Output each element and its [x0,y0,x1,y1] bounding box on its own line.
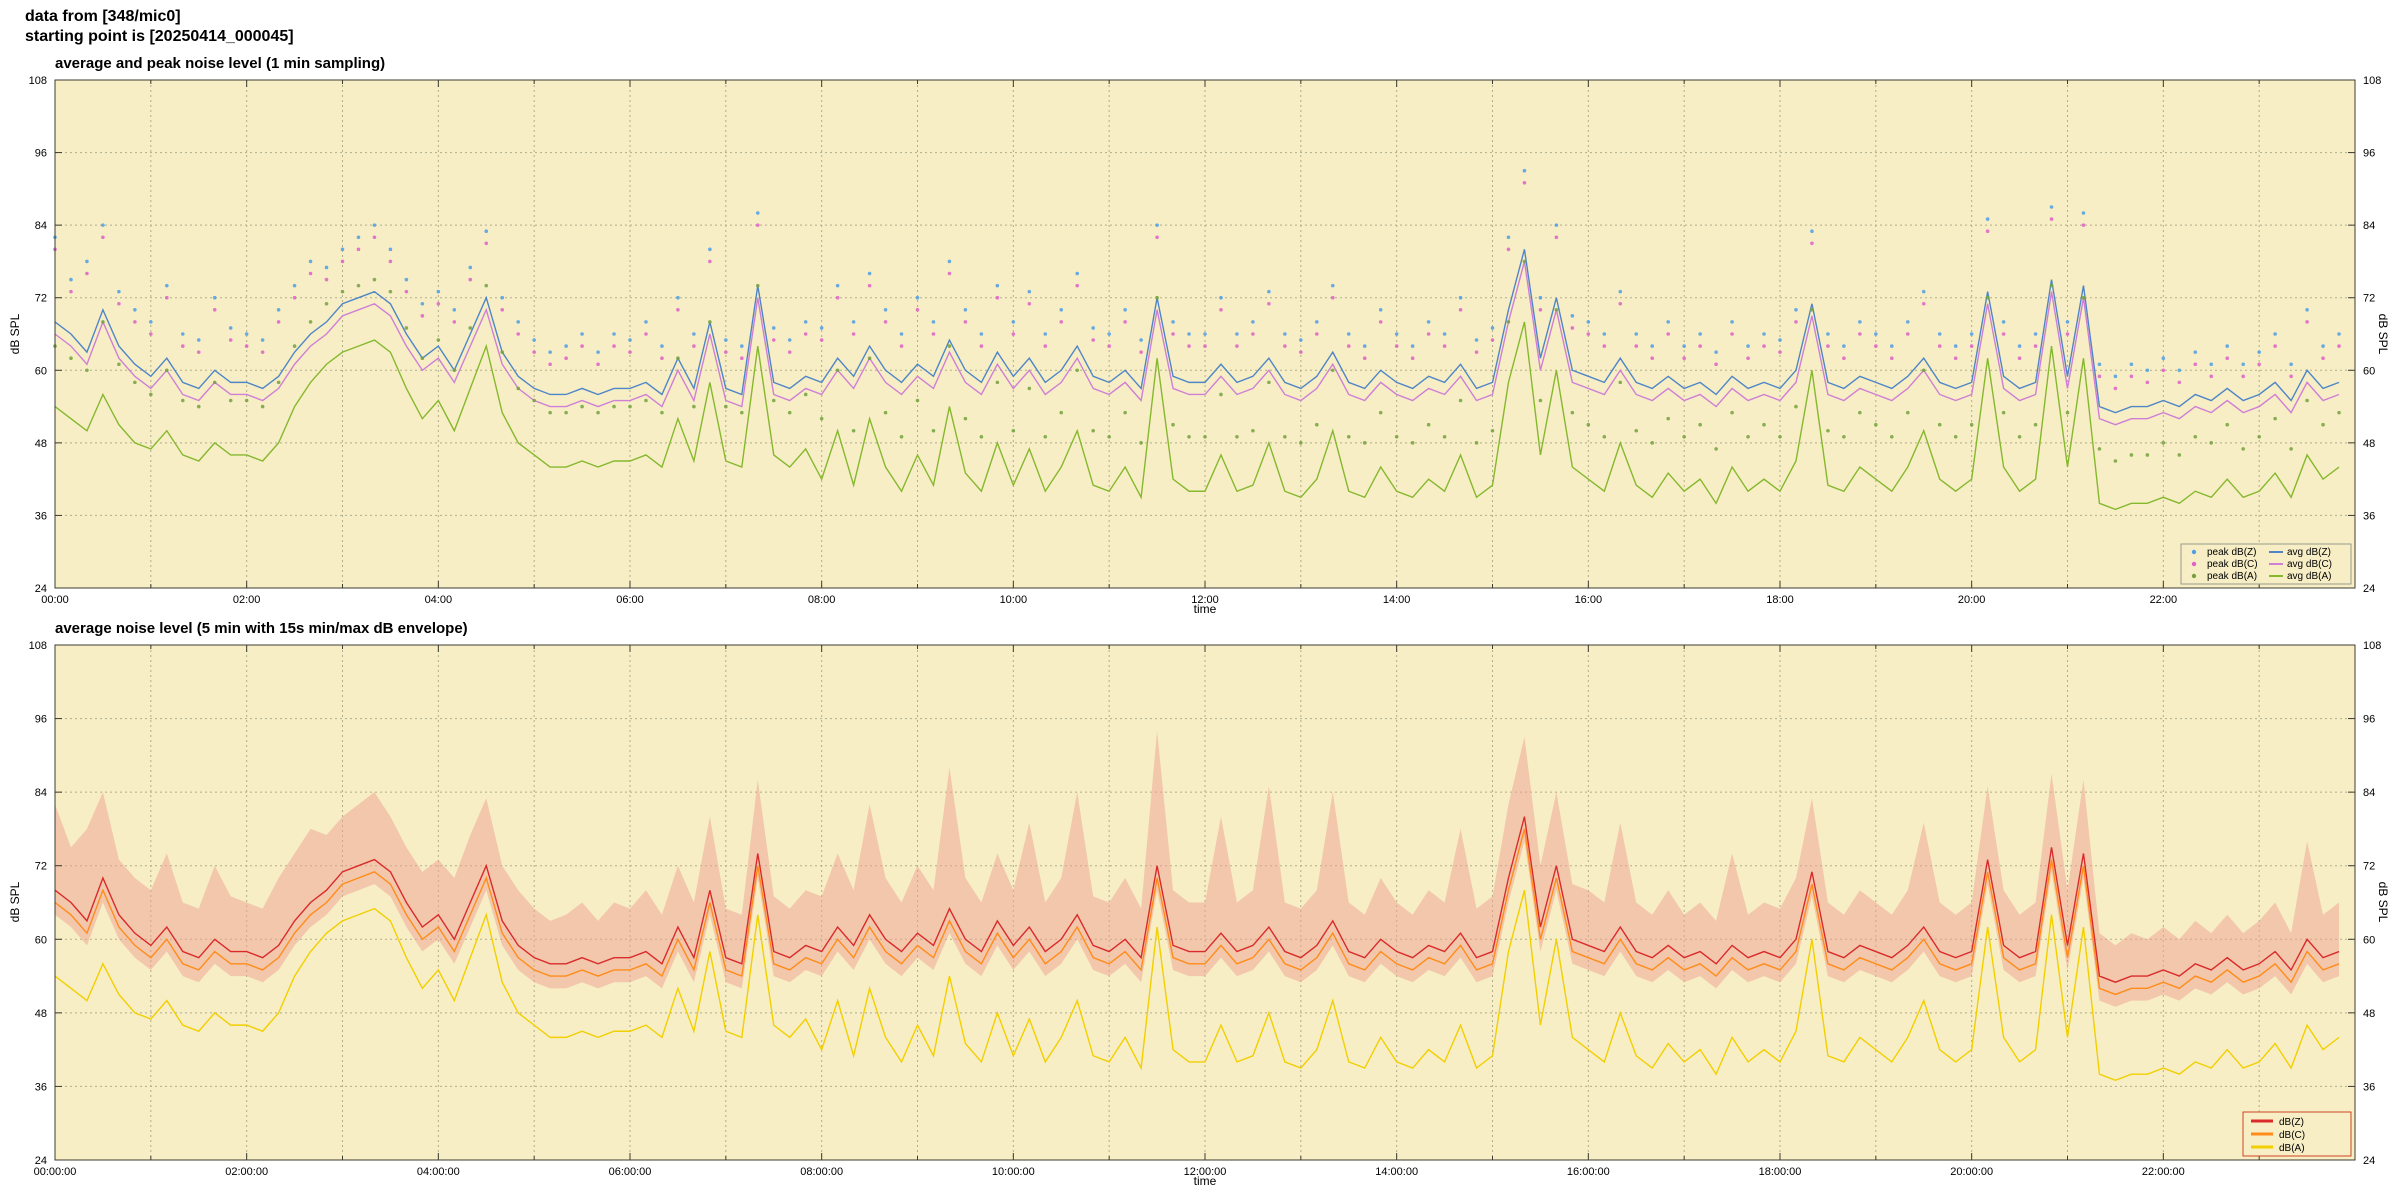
svg-text:22:00:00: 22:00:00 [2142,1166,2185,1178]
svg-text:20:00: 20:00 [1958,594,1986,606]
series-line-dB(Z) [54,816,2340,983]
svg-text:22:00: 22:00 [2150,594,2178,606]
svg-text:dB(Z): dB(Z) [2279,1117,2304,1128]
svg-text:avg dB(Z): avg dB(Z) [2287,547,2331,558]
svg-text:84: 84 [2363,220,2375,232]
svg-text:96: 96 [2363,148,2375,160]
bottom-chart-legend: dB(Z) dB(C) dB(A) [2242,1111,2352,1157]
svg-text:48: 48 [2363,1008,2375,1020]
svg-text:dB(A): dB(A) [2279,1143,2305,1154]
svg-text:16:00:00: 16:00:00 [1567,1166,1610,1178]
svg-text:24: 24 [35,1155,47,1167]
svg-text:06:00: 06:00 [616,594,644,606]
svg-text:96: 96 [35,148,47,160]
top-chart: 00:00 02:00 04:00 06:00 08:00 10:00 12:00 14:00… [29,75,2382,606]
svg-text:04:00: 04:00 [425,594,453,606]
svg-text:16:00: 16:00 [1575,594,1603,606]
svg-text:06:00:00: 06:00:00 [609,1166,652,1178]
svg-text:84: 84 [35,220,47,232]
bottom-chart: 00:00:00 02:00:00 04:00:00 06:00:00 08:00:00… [29,640,2382,1178]
svg-text:72: 72 [35,293,47,305]
svg-text:60: 60 [35,934,47,946]
svg-text:72: 72 [35,861,47,873]
svg-text:avg dB(C): avg dB(C) [2287,559,2332,570]
svg-text:20:00:00: 20:00:00 [1950,1166,1993,1178]
svg-text:04:00:00: 04:00:00 [417,1166,460,1178]
svg-text:108: 108 [2363,75,2381,87]
svg-text:18:00: 18:00 [1766,594,1794,606]
svg-text:96: 96 [2363,714,2375,726]
svg-text:60: 60 [35,365,47,377]
series-scatter-peak dB(C) [53,181,2341,391]
series-line-dB(C) [54,828,2340,996]
svg-text:peak dB(Z): peak dB(Z) [2207,547,2256,558]
svg-text:108: 108 [29,75,47,87]
svg-text:12:00:00: 12:00:00 [1184,1166,1227,1178]
bottom-chart-xlabel: time [1193,1174,1217,1188]
svg-text:96: 96 [35,714,47,726]
top-chart-tick-labels: 00:00 02:00 04:00 06:00 08:00 10:00 12:00 14:00… [29,75,2382,606]
top-chart-xlabel: time [1193,602,1217,616]
header-source-line: data from [348/mic0] [25,8,181,25]
svg-text:14:00:00: 14:00:00 [1375,1166,1418,1178]
svg-text:08:00:00: 08:00:00 [800,1166,843,1178]
series-scatter-peak dB(A) [53,259,2341,463]
svg-text:18:00:00: 18:00:00 [1759,1166,1802,1178]
svg-text:00:00:00: 00:00:00 [34,1166,77,1178]
svg-text:14:00: 14:00 [1383,594,1411,606]
series-line-avg dB(Z) [54,249,2340,414]
svg-text:48: 48 [35,438,47,450]
svg-text:10:00: 10:00 [1000,594,1028,606]
top-chart-grid [55,80,2355,588]
svg-text:72: 72 [2363,861,2375,873]
svg-text:36: 36 [2363,1081,2375,1093]
svg-text:10:00:00: 10:00:00 [992,1166,1035,1178]
svg-text:12:00: 12:00 [1191,594,1219,606]
envelope-band [55,730,2340,1007]
svg-text:108: 108 [29,640,47,652]
svg-text:24: 24 [2363,1155,2375,1167]
series-line-avg dB(C) [54,261,2340,426]
svg-text:72: 72 [2363,293,2375,305]
svg-text:36: 36 [35,510,47,522]
top-chart-legend: peak dB(Z)peak dB(C)peak dB(A)avg dB(Z)a… [2180,543,2352,585]
svg-text:60: 60 [2363,365,2375,377]
svg-text:peak dB(C): peak dB(C) [2207,559,2258,570]
svg-text:108: 108 [2363,640,2381,652]
svg-text:84: 84 [35,787,47,799]
svg-text:36: 36 [35,1081,47,1093]
bottom-chart-tick-labels: 00:00:00 02:00:00 04:00:00 06:00:00 08:00:00… [29,640,2382,1178]
svg-text:24: 24 [2363,583,2375,595]
series-line-avg dB(A) [54,321,2340,511]
bottom-chart-title: average noise level (5 min with 15s min/… [55,620,468,637]
svg-text:08:00: 08:00 [808,594,836,606]
top-chart-title: average and peak noise level (1 min samp… [55,55,386,72]
bottom-chart-grid [55,645,2355,1160]
top-chart-ticks [54,79,2356,589]
series-scatter-peak dB(Z) [53,168,2341,379]
svg-text:avg dB(A): avg dB(A) [2287,571,2331,582]
svg-text:84: 84 [2363,787,2375,799]
svg-text:02:00: 02:00 [233,594,261,606]
svg-text:36: 36 [2363,510,2375,522]
bottom-chart-ticks [54,644,2356,1161]
svg-text:02:00:00: 02:00:00 [225,1166,268,1178]
header-start-line: starting point is [20250414_000045] [25,28,294,45]
svg-text:peak dB(A): peak dB(A) [2207,571,2257,582]
series-line-dB(A) [54,890,2340,1082]
svg-text:dB(C): dB(C) [2279,1130,2305,1141]
svg-text:00:00: 00:00 [41,594,69,606]
svg-text:60: 60 [2363,934,2375,946]
svg-text:48: 48 [2363,438,2375,450]
svg-text:24: 24 [35,583,47,595]
svg-text:48: 48 [35,1008,47,1020]
